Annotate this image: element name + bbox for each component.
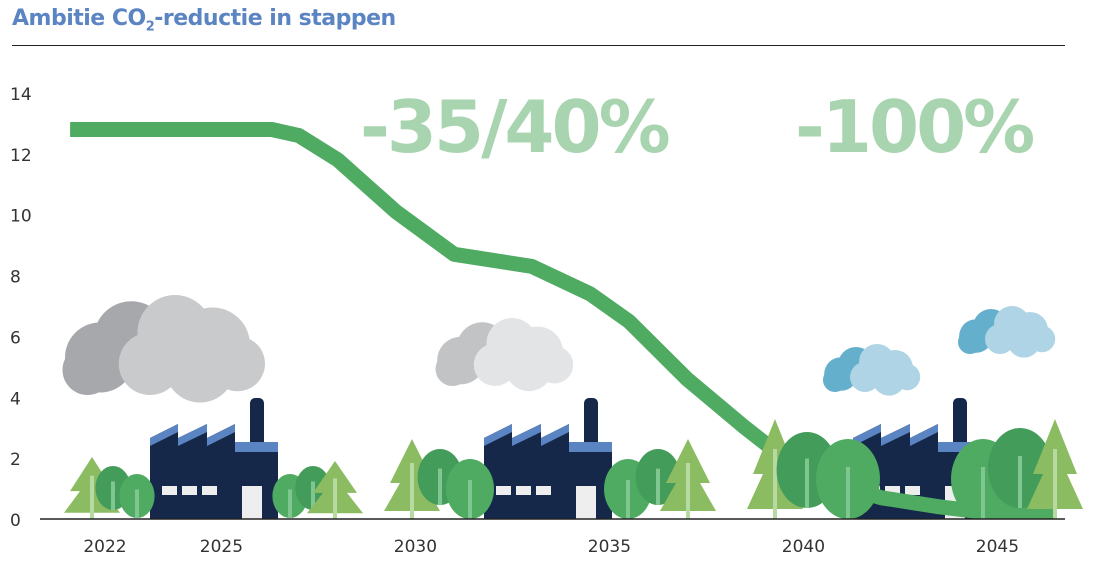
title-divider (12, 45, 1065, 46)
cloud-icon (435, 318, 574, 392)
cloud-puff (118, 332, 182, 395)
annotation-label: -100% (795, 85, 1033, 169)
factory-window (536, 486, 551, 495)
pine-trunk (333, 478, 337, 519)
tree-icon (635, 449, 681, 505)
chimney (250, 398, 264, 448)
tree-trunk (846, 467, 850, 519)
x-tick-label: 2025 (200, 537, 243, 557)
tree-trunk (981, 467, 985, 519)
chimney (953, 398, 967, 448)
tree-icon (119, 474, 155, 518)
pine-trunk (410, 463, 414, 519)
co2-line (70, 122, 1056, 519)
tree-trunk (311, 481, 315, 510)
factory-icon (150, 398, 278, 519)
x-tick-label: 2022 (83, 537, 126, 557)
pine-trunk (1053, 449, 1057, 519)
y-tick-label: 10 (10, 207, 32, 227)
pine-trunk (686, 463, 690, 519)
cloud-puff (823, 368, 847, 392)
factory-window (516, 486, 531, 495)
tree-trunk (288, 489, 292, 518)
tree-trunk (1018, 456, 1022, 508)
factory-roof (484, 424, 612, 452)
chart-title: Ambitie CO2-reductie in stappen (12, 6, 396, 34)
y-tick-label: 4 (10, 389, 21, 409)
x-tick-label: 2040 (782, 537, 825, 557)
tree-trunk (468, 480, 472, 519)
factory-roof (150, 424, 278, 452)
y-tick-label: 0 (10, 511, 21, 531)
tree-trunk (656, 468, 660, 505)
pine-tree-icon (660, 439, 716, 519)
chimney (584, 398, 598, 448)
factory-window (905, 486, 920, 495)
pine-trunk (90, 475, 94, 519)
tree-icon (988, 428, 1052, 508)
pine-tree-icon (307, 461, 363, 519)
factory-roof (853, 424, 981, 452)
tree-trunk (438, 468, 442, 505)
title-main: Ambitie CO (12, 6, 146, 31)
y-tick-label: 14 (10, 85, 32, 105)
factory-door (242, 486, 262, 519)
cloud-puff (850, 362, 880, 392)
cloud-puff (435, 352, 470, 386)
cloud-puff (62, 345, 113, 395)
cloud-puff (165, 332, 235, 403)
cloud-puff (958, 330, 982, 354)
cloud-puff (505, 343, 553, 392)
cloud-icon (958, 306, 1056, 358)
y-tick-label: 12 (10, 146, 32, 166)
cloud-icon (62, 295, 265, 403)
tree-icon (816, 439, 880, 519)
y-tick-label: 2 (10, 450, 21, 470)
y-tick-label: 6 (10, 328, 21, 348)
x-tick-label: 2030 (394, 537, 437, 557)
tree-trunk (626, 480, 630, 519)
title-subscript: 2 (145, 19, 155, 35)
factory-door (576, 486, 596, 519)
tree-icon (446, 459, 494, 519)
cloud-puff (985, 324, 1015, 354)
cloud-icon (823, 344, 921, 396)
pine-trunk (773, 449, 777, 519)
pine-tree-icon (1027, 419, 1083, 519)
y-tick-label: 8 (10, 268, 21, 288)
cloud-puff (1007, 324, 1041, 358)
title-rest: -reductie in stappen (154, 6, 396, 31)
cloud-puff (473, 343, 517, 386)
factory-window (182, 486, 197, 495)
annotation-label: -35/40% (360, 85, 669, 169)
factory-window (162, 486, 177, 495)
factory-window (885, 486, 900, 495)
tree-trunk (111, 481, 115, 510)
tree-trunk (805, 458, 809, 508)
factory-window (496, 486, 511, 495)
x-tick-label: 2045 (976, 537, 1019, 557)
factory-icon (484, 398, 612, 519)
factory-window (202, 486, 217, 495)
tree-trunk (135, 489, 139, 518)
x-tick-label: 2035 (588, 537, 631, 557)
cloud-puff (872, 362, 906, 396)
